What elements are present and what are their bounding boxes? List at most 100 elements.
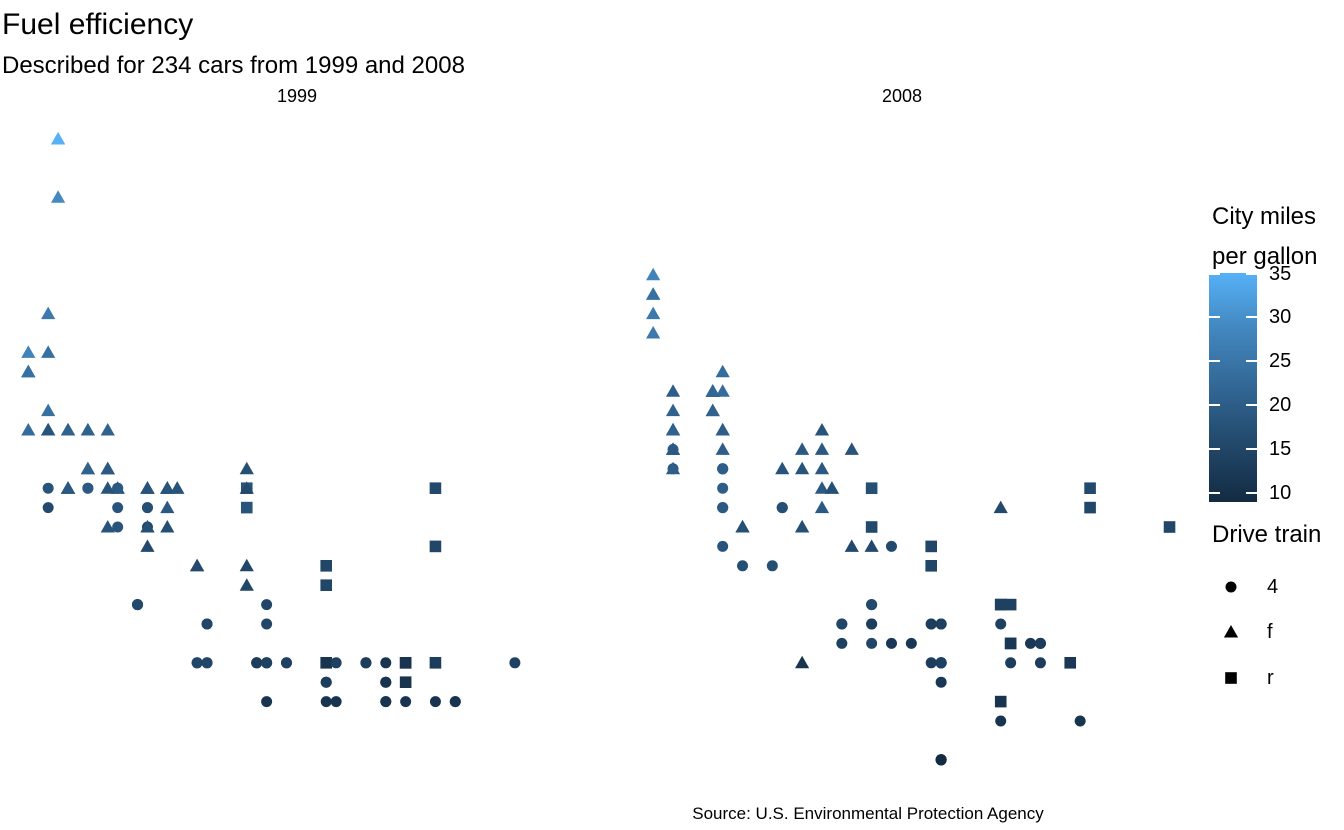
data-point — [191, 657, 203, 669]
data-point — [717, 482, 729, 494]
colorbar-tick-label: 25 — [1269, 349, 1292, 372]
data-point — [399, 676, 412, 688]
shape-legend-label: f — [1267, 620, 1273, 643]
data-point — [885, 637, 897, 649]
data-point — [60, 423, 76, 436]
facet-label-2008: 2008 — [881, 86, 923, 106]
data-point — [261, 599, 273, 611]
data-point — [140, 539, 155, 552]
triangle-legend-symbol-icon — [1223, 625, 1239, 638]
colorbar-tick — [1246, 448, 1257, 451]
data-point — [866, 618, 878, 630]
data-point — [717, 463, 729, 475]
color-legend-title-line2: per gallon — [1212, 243, 1318, 270]
data-point — [140, 481, 155, 494]
data-point — [646, 306, 661, 320]
data-point — [112, 502, 124, 514]
shape-legend-title: Drive train — [1212, 521, 1322, 548]
data-point — [865, 521, 878, 533]
data-point — [60, 481, 76, 494]
data-point — [160, 500, 175, 514]
data-point — [239, 481, 254, 494]
colorbar-tick-label: 15 — [1269, 437, 1292, 460]
colorbar-tick — [1209, 360, 1220, 363]
data-point — [717, 502, 729, 514]
data-point — [380, 657, 392, 669]
data-point — [80, 423, 95, 436]
colorbar-tick — [1246, 492, 1257, 495]
data-point — [715, 384, 730, 397]
data-point — [429, 540, 442, 553]
data-point — [1004, 637, 1017, 650]
data-point — [665, 442, 681, 455]
data-point — [140, 520, 155, 533]
facet-label-1999: 1999 — [276, 86, 318, 106]
data-point — [429, 657, 442, 669]
data-point — [239, 578, 254, 591]
data-point — [21, 364, 36, 378]
data-point — [665, 403, 681, 417]
data-point — [735, 520, 750, 533]
data-point — [400, 696, 412, 708]
data-point — [320, 696, 332, 708]
data-point — [1005, 657, 1017, 669]
data-point — [41, 403, 56, 417]
data-point — [112, 521, 124, 533]
data-point — [360, 657, 372, 669]
data-point — [925, 618, 937, 630]
data-point — [429, 696, 441, 708]
data-point — [1084, 501, 1096, 514]
data-point — [995, 618, 1007, 630]
data-point — [190, 558, 205, 572]
data-point — [775, 461, 790, 475]
data-point — [1034, 657, 1046, 669]
square-legend-symbol-icon — [1225, 672, 1237, 684]
colorbar-tick — [1246, 360, 1257, 363]
data-point — [240, 501, 253, 514]
plot-subtitle: Described for 234 cars from 1999 and 200… — [2, 52, 465, 79]
colorbar-tick — [1209, 316, 1220, 319]
data-point — [320, 560, 333, 572]
data-point — [21, 345, 36, 358]
data-point — [814, 442, 830, 455]
data-point — [935, 676, 947, 688]
data-point — [1025, 637, 1037, 649]
data-point — [201, 618, 213, 630]
data-point — [665, 461, 681, 475]
colorbar-tick — [1209, 404, 1220, 407]
data-point — [776, 502, 788, 514]
data-point — [665, 423, 681, 436]
colorbar-tick-label: 30 — [1269, 305, 1292, 328]
data-point — [935, 618, 947, 630]
data-point — [201, 657, 213, 669]
data-point — [261, 618, 273, 630]
data-point — [935, 754, 947, 766]
data-point — [1074, 715, 1086, 727]
data-point — [320, 579, 333, 591]
data-point — [239, 558, 254, 572]
data-point — [814, 423, 830, 436]
data-point — [100, 423, 115, 436]
data-point — [795, 442, 810, 455]
data-point — [717, 540, 729, 552]
data-point — [885, 540, 897, 552]
data-point — [646, 267, 661, 281]
data-point — [399, 657, 412, 669]
data-point — [160, 481, 175, 494]
data-point — [80, 461, 95, 475]
data-point — [1084, 482, 1096, 494]
data-point — [41, 423, 56, 436]
data-point — [866, 637, 878, 649]
data-point — [994, 695, 1007, 708]
data-point — [41, 345, 56, 358]
data-point — [993, 500, 1008, 514]
data-point — [42, 502, 54, 514]
circle-legend-symbol-icon — [1225, 581, 1237, 593]
data-point — [160, 520, 175, 533]
data-point — [705, 384, 720, 397]
data-point — [814, 500, 830, 514]
data-point — [844, 539, 859, 552]
data-point — [100, 481, 115, 494]
source-caption: Source: U.S. Environmental Protection Ag… — [692, 804, 1044, 823]
